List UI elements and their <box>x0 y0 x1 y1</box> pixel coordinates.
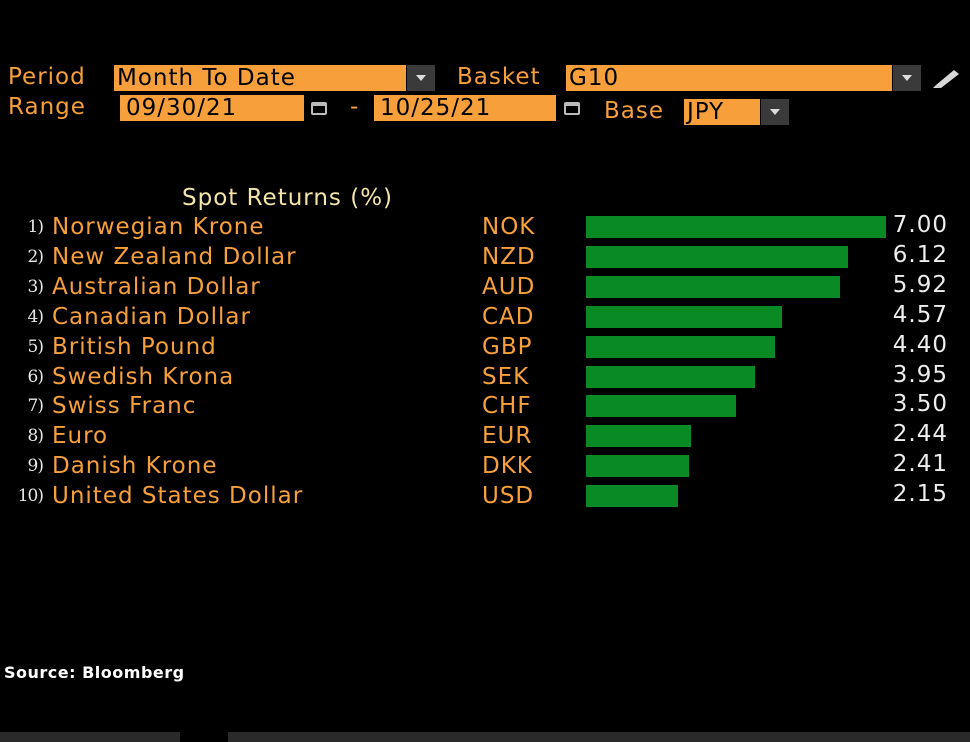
return-value: 5.92 <box>892 271 948 298</box>
basket-select[interactable]: G10 <box>566 65 892 91</box>
return-value: 4.40 <box>892 331 948 358</box>
chevron-down-icon <box>770 109 780 115</box>
base-label: Base <box>604 98 665 124</box>
return-value: 4.57 <box>892 301 948 328</box>
table-row[interactable]: 6) Swedish Krona SEK 3.95 <box>0 361 970 394</box>
currency-code: GBP <box>482 333 533 360</box>
return-bar <box>586 365 756 388</box>
return-value: 7.00 <box>892 212 948 238</box>
row-rank: 5) <box>27 336 44 357</box>
range-end-field[interactable]: 10/25/21 <box>374 95 556 121</box>
bottom-tab <box>228 732 970 742</box>
table-row[interactable]: 4) Canadian Dollar CAD 4.57 <box>0 301 970 334</box>
range-label: Range <box>8 94 86 120</box>
source-note: Source: Bloomberg <box>4 663 185 682</box>
return-bar <box>586 305 782 328</box>
currency-name: Danish Krone <box>52 453 218 480</box>
currency-code: NZD <box>482 243 536 270</box>
row-rank: 9) <box>27 456 44 477</box>
currency-code: CHF <box>482 393 532 420</box>
row-rank: 4) <box>27 306 44 327</box>
base-dropdown-button[interactable] <box>761 99 789 125</box>
currency-name: Swedish Krona <box>52 363 235 390</box>
row-rank: 2) <box>27 246 44 267</box>
return-bar <box>586 245 849 268</box>
chart-title: Spot Returns (%) <box>182 185 394 211</box>
return-value: 3.50 <box>892 391 948 418</box>
row-rank: 3) <box>27 276 44 297</box>
table-row[interactable]: 2) New Zealand Dollar NZD 6.12 <box>0 241 970 274</box>
currency-code: NOK <box>482 214 536 240</box>
row-rank: 1) <box>27 217 44 237</box>
currency-code: SEK <box>482 363 530 390</box>
row-rank: 10) <box>17 486 44 507</box>
return-value: 3.95 <box>892 361 948 388</box>
range-separator: - <box>350 94 360 120</box>
currency-name: Swiss Franc <box>52 393 197 420</box>
return-value: 2.44 <box>892 421 948 448</box>
currency-name: Canadian Dollar <box>52 303 251 330</box>
currency-name: Euro <box>52 423 109 450</box>
table-row[interactable]: 1) Norwegian Krone NOK 7.00 <box>0 212 970 244</box>
return-bar <box>586 216 886 238</box>
base-select[interactable]: JPY <box>684 99 760 125</box>
bottom-tab <box>0 732 180 742</box>
return-bar <box>586 275 840 298</box>
return-value: 6.12 <box>892 241 948 268</box>
table-row[interactable]: 3) Australian Dollar AUD 5.92 <box>0 271 970 304</box>
table-row[interactable]: 10) United States Dollar USD 2.15 <box>0 481 970 513</box>
currency-name: New Zealand Dollar <box>52 243 297 270</box>
currency-name: Australian Dollar <box>52 273 261 300</box>
currency-name: Norwegian Krone <box>52 214 265 240</box>
currency-code: EUR <box>482 423 533 450</box>
row-rank: 8) <box>27 426 44 447</box>
calendar-icon <box>311 101 327 115</box>
return-value: 2.15 <box>892 481 948 508</box>
basket-label: Basket <box>457 64 541 90</box>
pencil-icon[interactable] <box>932 66 962 88</box>
table-row[interactable]: 5) British Pound GBP 4.40 <box>0 331 970 364</box>
currency-name: United States Dollar <box>52 483 304 510</box>
return-bar <box>586 485 679 508</box>
chevron-down-icon <box>416 75 426 81</box>
return-bar <box>586 425 691 448</box>
return-value: 2.41 <box>892 451 948 478</box>
table-row[interactable]: 7) Swiss Franc CHF 3.50 <box>0 391 970 423</box>
table-row[interactable]: 8) Euro EUR 2.44 <box>0 421 970 453</box>
chevron-down-icon <box>902 75 912 81</box>
basket-dropdown-button[interactable] <box>893 65 921 91</box>
calendar-start-button[interactable] <box>307 96 331 120</box>
row-rank: 7) <box>27 396 44 417</box>
table-row[interactable]: 9) Danish Krone DKK 2.41 <box>0 451 970 483</box>
period-select[interactable]: Month To Date <box>114 65 406 91</box>
range-start-field[interactable]: 09/30/21 <box>120 95 304 121</box>
return-bar <box>586 455 690 478</box>
currency-code: AUD <box>482 273 536 300</box>
currency-code: USD <box>482 483 535 510</box>
currency-name: British Pound <box>52 333 217 360</box>
calendar-end-button[interactable] <box>560 96 584 120</box>
period-dropdown-button[interactable] <box>407 65 435 91</box>
return-bar <box>586 395 736 418</box>
currency-code: DKK <box>482 453 533 480</box>
row-rank: 6) <box>27 366 44 387</box>
calendar-icon <box>564 101 580 115</box>
period-label: Period <box>8 64 86 90</box>
return-bar <box>586 335 775 358</box>
currency-code: CAD <box>482 303 535 330</box>
